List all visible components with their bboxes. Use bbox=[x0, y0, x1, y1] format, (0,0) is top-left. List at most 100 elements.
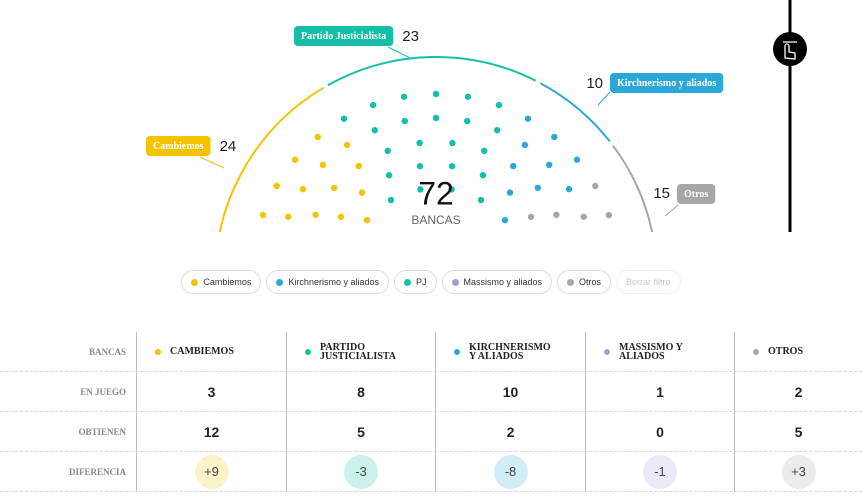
seat bbox=[521, 141, 529, 149]
legend-label: Otros bbox=[579, 277, 602, 287]
legend-label: PJ bbox=[415, 277, 427, 287]
seat bbox=[565, 185, 573, 193]
legend-item[interactable]: Massismo y aliados bbox=[441, 270, 553, 294]
chart: 72 BANCAS Cambiemos 24 Partido Justicialis… bbox=[146, 0, 807, 250]
legend-item[interactable]: Kirchnerismo y aliados bbox=[266, 270, 389, 294]
legend-label: Cambiemos bbox=[203, 277, 252, 287]
seat bbox=[400, 93, 408, 100]
callout-label: Partido Justicialista bbox=[301, 31, 386, 42]
seat bbox=[448, 186, 455, 193]
seat bbox=[541, 243, 547, 249]
seat bbox=[448, 162, 456, 170]
seat bbox=[312, 211, 319, 218]
seat bbox=[590, 244, 596, 250]
arc-segment bbox=[327, 56, 537, 87]
seat bbox=[573, 156, 581, 163]
gesture-icon[interactable] bbox=[773, 32, 807, 66]
seat bbox=[301, 242, 307, 248]
seat bbox=[385, 172, 393, 179]
table-cell: -8 bbox=[435, 452, 585, 491]
table-header: BANCAS CAMBIEMOS PARTIDO JUSTICIALISTA KIRC… bbox=[0, 332, 862, 372]
seat bbox=[479, 172, 487, 179]
seat bbox=[580, 213, 588, 220]
column-name: CAMBIEMOS bbox=[170, 346, 234, 357]
seat bbox=[527, 213, 535, 221]
column-header: OTROS bbox=[734, 332, 862, 371]
seat bbox=[506, 189, 514, 196]
seat bbox=[481, 147, 488, 155]
column-header: CAMBIEMOS bbox=[136, 332, 286, 371]
seat bbox=[401, 117, 408, 125]
column-name: KIRCHNERISMO Y ALIADOS bbox=[469, 341, 551, 362]
difference-badge: -3 bbox=[344, 454, 378, 489]
seat bbox=[340, 115, 348, 122]
callout-value: 24 bbox=[220, 138, 237, 155]
total: 72 bbox=[418, 175, 454, 211]
table-cell: 10 bbox=[435, 372, 585, 411]
table-cell: +3 bbox=[734, 452, 862, 491]
seat bbox=[416, 162, 424, 170]
callout-value: 10 bbox=[586, 75, 603, 92]
seat bbox=[252, 243, 258, 249]
seat bbox=[384, 147, 391, 155]
seat bbox=[291, 156, 299, 163]
seat bbox=[314, 133, 321, 141]
seat bbox=[273, 182, 280, 190]
seat bbox=[614, 243, 620, 249]
seat bbox=[284, 213, 292, 220]
table-cell: 1 bbox=[585, 372, 734, 411]
difference-badge: +9 bbox=[194, 454, 229, 489]
arc-segment bbox=[612, 144, 654, 232]
seat bbox=[259, 211, 267, 219]
seat bbox=[553, 211, 560, 218]
callout-label: Otros bbox=[684, 189, 708, 200]
seat bbox=[324, 243, 330, 249]
legend-item[interactable]: Otros bbox=[557, 270, 612, 294]
callout-label: Kirchnerismo y aliados bbox=[617, 78, 716, 89]
callout-line bbox=[664, 204, 679, 217]
seat bbox=[501, 216, 509, 224]
seat bbox=[348, 244, 354, 250]
seat bbox=[565, 242, 571, 248]
legend-swatch bbox=[403, 278, 411, 286]
seat bbox=[494, 126, 501, 134]
table-cell: 2 bbox=[435, 412, 585, 451]
column-header: KIRCHNERISMO Y ALIADOS bbox=[435, 332, 585, 371]
seat bbox=[545, 161, 553, 169]
table-cell: +9 bbox=[136, 452, 286, 491]
clear-filter[interactable]: Borrar filtro bbox=[616, 270, 681, 294]
row-label: DIFERENCIA bbox=[68, 466, 126, 477]
seat bbox=[387, 196, 395, 204]
seat bbox=[510, 162, 517, 170]
seat bbox=[524, 115, 532, 122]
legend-swatch bbox=[276, 278, 284, 286]
column-name: PARTIDO JUSTICIALISTA bbox=[320, 341, 396, 362]
callout-line bbox=[387, 46, 411, 59]
seat bbox=[477, 196, 485, 204]
table-cell: 12 bbox=[136, 412, 286, 451]
table-cell: -3 bbox=[286, 452, 435, 491]
callout-line bbox=[597, 91, 611, 106]
seat bbox=[432, 114, 440, 122]
legend-item[interactable]: PJ bbox=[393, 270, 437, 294]
callout-box bbox=[294, 26, 394, 46]
column-header: PARTIDO JUSTICIALISTA bbox=[286, 332, 435, 371]
seat bbox=[371, 126, 378, 134]
callout-label: Cambiemos bbox=[153, 141, 204, 152]
seat bbox=[358, 189, 366, 196]
table-cell: 8 bbox=[286, 372, 435, 411]
table-cell: 5 bbox=[286, 412, 435, 451]
seat bbox=[276, 244, 282, 250]
column-name: MASSISMO Y ALIADOS bbox=[619, 341, 683, 362]
seat bbox=[432, 90, 440, 98]
legend-label: Massismo y aliados bbox=[463, 277, 543, 287]
column-swatch bbox=[305, 348, 311, 355]
table-row: OBTIENEN 12 5 2 0 5 bbox=[0, 412, 862, 452]
seat bbox=[299, 185, 307, 193]
column-swatch bbox=[753, 348, 759, 355]
legend: Cambiemos Kirchnerismo y aliados PJ Massism… bbox=[0, 270, 862, 294]
seat bbox=[337, 213, 345, 221]
seat bbox=[369, 101, 377, 109]
legend-item[interactable]: Cambiemos bbox=[181, 270, 262, 294]
table-row: EN JUEGO 3 8 10 1 2 bbox=[0, 372, 862, 412]
